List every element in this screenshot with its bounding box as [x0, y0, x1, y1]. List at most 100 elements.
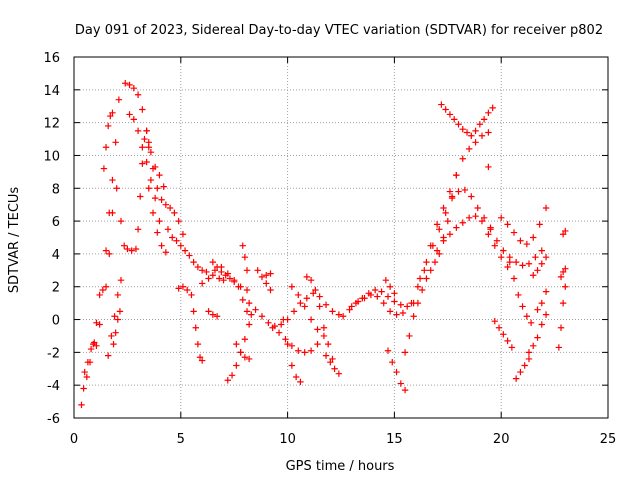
data-point — [164, 226, 172, 233]
data-point — [141, 135, 148, 143]
series-arc-46 — [525, 311, 550, 356]
data-point — [534, 267, 541, 274]
data-point — [320, 332, 328, 340]
series-arc-27 — [288, 283, 321, 333]
data-point — [455, 188, 462, 195]
data-point — [158, 242, 165, 249]
y-tick-label: 10 — [43, 149, 60, 164]
data-point — [83, 373, 91, 381]
data-point — [542, 204, 550, 212]
data-point — [186, 252, 193, 259]
x-tick-label: 15 — [386, 432, 403, 447]
data-point — [446, 188, 454, 195]
data-point — [179, 283, 187, 290]
series-arc-08 — [122, 80, 167, 190]
data-point — [263, 272, 270, 279]
data-point — [209, 258, 217, 266]
data-point — [282, 336, 289, 343]
data-point — [265, 319, 272, 327]
data-point — [316, 303, 323, 310]
data-point — [542, 311, 550, 318]
data-point — [538, 321, 545, 328]
data-point — [316, 293, 323, 300]
series-arc-04 — [100, 109, 116, 172]
data-point — [288, 342, 296, 349]
data-point — [542, 253, 550, 261]
data-point — [213, 263, 221, 271]
series-arc-18 — [205, 308, 221, 320]
data-point — [241, 336, 249, 343]
data-point — [241, 253, 249, 261]
y-axis-label: SDTVAR / TECUs — [7, 187, 22, 294]
data-point — [523, 313, 531, 320]
data-point — [391, 298, 398, 305]
data-point — [198, 357, 206, 364]
series-arc-34 — [401, 171, 460, 356]
data-point — [461, 186, 469, 194]
data-point — [231, 278, 238, 286]
data-point — [504, 263, 511, 271]
data-point — [527, 319, 535, 327]
data-point — [559, 231, 567, 238]
data-point — [109, 109, 116, 116]
data-point — [498, 214, 505, 222]
data-point — [194, 263, 202, 271]
data-point — [525, 260, 533, 267]
data-point — [128, 247, 135, 254]
series-arc-39 — [468, 104, 496, 139]
data-point — [303, 273, 311, 281]
series-arc-07 — [102, 185, 128, 290]
data-point — [104, 352, 112, 359]
series-arc-06 — [110, 308, 124, 348]
data-point — [130, 84, 138, 92]
data-point — [436, 226, 443, 233]
data-point — [160, 183, 167, 190]
data-point — [542, 288, 550, 295]
data-point — [487, 226, 494, 233]
data-point — [177, 242, 184, 249]
data-point — [203, 268, 210, 276]
data-point — [113, 185, 120, 192]
series-arc-21 — [239, 242, 251, 274]
data-point — [562, 265, 569, 272]
data-point — [504, 337, 511, 345]
data-point — [132, 245, 140, 253]
data-point — [156, 171, 163, 179]
data-point — [179, 231, 187, 238]
data-point — [166, 204, 174, 212]
data-point — [532, 253, 539, 261]
series-arc-12 — [145, 185, 170, 256]
data-point — [80, 385, 87, 392]
data-point — [485, 109, 492, 116]
data-point — [245, 355, 253, 363]
data-point — [557, 273, 565, 281]
data-point — [243, 267, 251, 274]
series-arc-26 — [280, 316, 304, 386]
data-point — [512, 375, 520, 382]
data-point — [269, 324, 276, 331]
data-point — [465, 145, 473, 153]
data-point — [555, 344, 563, 351]
data-point — [213, 313, 221, 320]
data-point — [99, 286, 107, 294]
data-point — [354, 298, 362, 305]
data-point — [322, 352, 330, 359]
data-point — [126, 81, 133, 89]
data-point — [288, 362, 296, 369]
data-point — [508, 344, 516, 351]
series-arc-50 — [557, 265, 569, 281]
data-point — [307, 316, 315, 323]
y-tick-label: 12 — [43, 117, 60, 132]
data-point — [216, 275, 223, 282]
series-arc-23 — [263, 270, 274, 279]
data-point — [116, 308, 124, 315]
data-point — [423, 275, 430, 282]
data-point — [393, 311, 400, 318]
data-point — [112, 139, 119, 146]
data-point — [228, 372, 236, 379]
data-point — [453, 171, 460, 179]
series-arc-09 — [126, 111, 163, 225]
data-point — [115, 96, 123, 103]
data-point — [112, 329, 119, 336]
data-point — [491, 242, 498, 249]
